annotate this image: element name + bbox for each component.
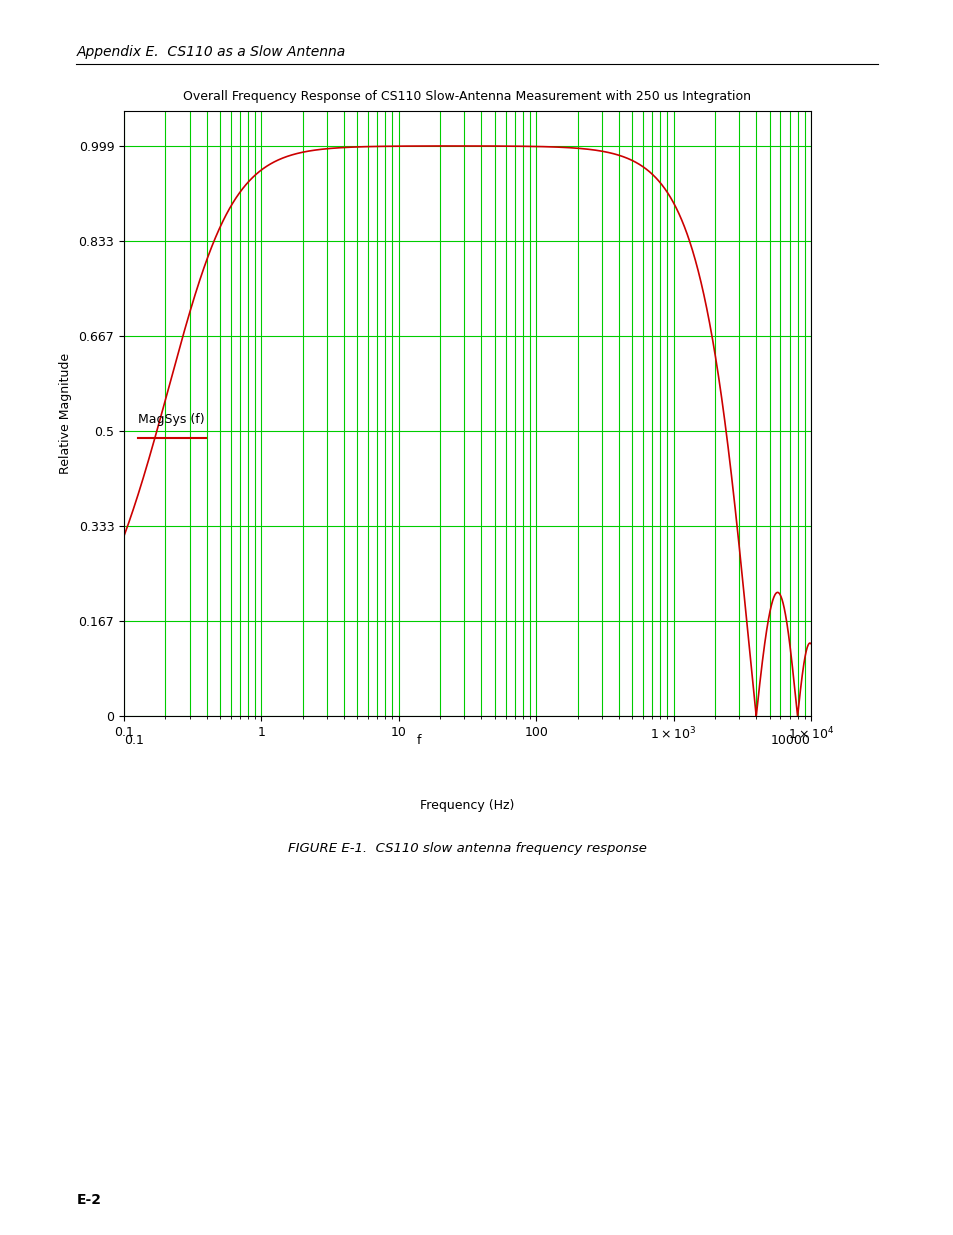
Text: MagSys (f): MagSys (f) <box>137 412 204 426</box>
Text: Appendix E.  CS110 as a Slow Antenna: Appendix E. CS110 as a Slow Antenna <box>76 44 345 58</box>
Text: Frequency (Hz): Frequency (Hz) <box>420 799 514 811</box>
Text: FIGURE E-1.  CS110 slow antenna frequency response: FIGURE E-1. CS110 slow antenna frequency… <box>288 842 646 855</box>
Text: E-2: E-2 <box>76 1193 101 1207</box>
Text: f: f <box>416 735 421 747</box>
Text: 0.1: 0.1 <box>124 735 144 747</box>
Title: Overall Frequency Response of CS110 Slow-Antenna Measurement with 250 us Integra: Overall Frequency Response of CS110 Slow… <box>183 90 751 103</box>
Y-axis label: Relative Magnitude: Relative Magnitude <box>58 353 71 474</box>
Text: 10000: 10000 <box>770 735 810 747</box>
